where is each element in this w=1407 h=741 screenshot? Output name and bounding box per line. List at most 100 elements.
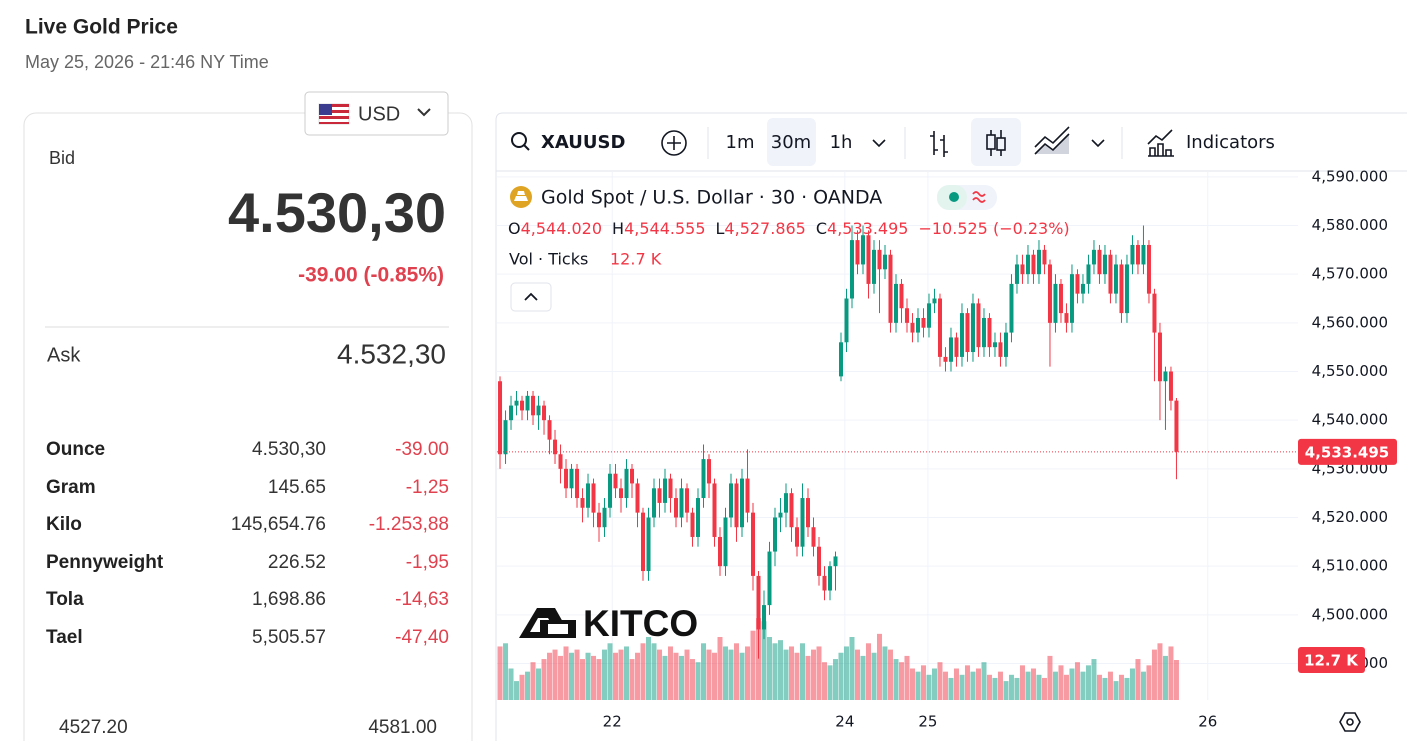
candle-body xyxy=(877,249,882,270)
volume-bar xyxy=(975,668,981,700)
candle-body xyxy=(503,420,508,455)
volume-bar xyxy=(953,668,959,700)
volume-bar xyxy=(591,655,597,700)
bid-price: 4.530,30 xyxy=(228,181,446,244)
candle-body xyxy=(888,254,893,323)
settings-button[interactable] xyxy=(1339,712,1361,732)
volume-bar xyxy=(1102,677,1108,700)
candle-body xyxy=(641,512,646,572)
y-tick-label: 4,590.000 xyxy=(1312,167,1388,185)
volume-bar xyxy=(926,674,932,700)
candle-body xyxy=(1108,254,1113,294)
volume-bar xyxy=(662,655,668,700)
compare-button[interactable] xyxy=(661,130,687,156)
interval-button[interactable]: 30m xyxy=(771,132,811,153)
volume-bar xyxy=(750,630,756,700)
candle-body xyxy=(1036,249,1041,275)
candle-body xyxy=(943,356,948,362)
y-tick-label: 4,510.000 xyxy=(1312,557,1388,575)
unit-change: -14,63 xyxy=(395,589,449,610)
interval-button[interactable]: 1m xyxy=(726,132,755,153)
volume-bar xyxy=(986,674,992,700)
candle-body xyxy=(778,512,783,518)
volume-bar xyxy=(948,677,954,700)
volume-bar xyxy=(1036,674,1042,700)
volume-bar xyxy=(651,643,657,700)
candle-body xyxy=(926,303,931,328)
candle-body xyxy=(520,400,525,411)
bid-label: Bid xyxy=(49,148,75,168)
ohlc-change: −10.525 (−0.23%) xyxy=(918,219,1069,238)
collapse-legend[interactable] xyxy=(510,282,552,312)
bid-change: -39.00 (-0.85%) xyxy=(298,264,444,287)
volume-bar xyxy=(607,643,613,700)
volume-bar xyxy=(1085,665,1091,700)
currency-select[interactable]: USD xyxy=(304,91,449,136)
volume-bar xyxy=(794,652,800,700)
candle-body xyxy=(729,483,734,518)
candle-body xyxy=(712,483,717,537)
volume-bar xyxy=(1041,677,1047,700)
ohlc-legend: O4,544.020 H4,544.555 L4,527.865 C4,533.495… xyxy=(508,219,1070,238)
candle-body xyxy=(558,454,563,469)
volume-bar xyxy=(536,668,542,700)
volume-bar xyxy=(497,646,503,700)
volume-bar xyxy=(706,649,712,700)
volume-bar xyxy=(695,662,701,700)
candle-body xyxy=(547,420,552,440)
volume-bar xyxy=(766,637,772,700)
interval-menu[interactable] xyxy=(872,139,886,148)
candle-body xyxy=(745,478,750,513)
candle-body xyxy=(569,468,574,489)
candle-body xyxy=(553,439,558,455)
unit-price: 145,654.76 xyxy=(231,514,326,535)
candle-body xyxy=(948,337,953,362)
candle-style-button[interactable] xyxy=(986,130,1006,156)
candle-body xyxy=(740,478,745,528)
symbol[interactable]: XAUUSD xyxy=(541,132,625,153)
candle-body xyxy=(602,507,607,528)
bar-style-button[interactable] xyxy=(930,131,948,157)
interval-button[interactable]: 1h xyxy=(830,132,853,153)
volume-bar xyxy=(613,652,619,700)
style-menu[interactable] xyxy=(1091,139,1105,148)
candle-body xyxy=(987,317,992,348)
volume-bar xyxy=(1135,659,1141,700)
chevron xyxy=(417,108,431,117)
candle-body xyxy=(536,405,541,416)
candle-body xyxy=(937,298,942,357)
volume-bar xyxy=(876,633,882,700)
volume-bar xyxy=(745,646,751,700)
volume-bar xyxy=(920,665,926,700)
grid: 4,490.0004,500.0004,510.0004,520.0004,53… xyxy=(497,167,1388,731)
candle-body xyxy=(723,517,728,567)
indicators-label[interactable]: Indicators xyxy=(1186,132,1275,153)
candle-body xyxy=(1003,332,1008,357)
candle-body xyxy=(794,527,799,547)
volume-bar xyxy=(1008,674,1014,700)
volume-bar xyxy=(563,646,569,700)
currency-label[interactable]: USD xyxy=(358,103,400,125)
ohlc-value: 4,527.865 xyxy=(724,219,805,238)
candle-body xyxy=(981,317,986,348)
symbol-search[interactable]: XAUUSD xyxy=(511,132,625,153)
area-style-button[interactable] xyxy=(1034,126,1070,155)
candle-body xyxy=(932,298,937,304)
candle-body xyxy=(1113,264,1118,294)
volume-bar xyxy=(657,649,663,700)
volume-bar xyxy=(992,677,998,700)
unit-change: -47,40 xyxy=(395,627,449,648)
volume-bar xyxy=(558,655,564,700)
volume-bar xyxy=(1129,668,1135,700)
ohlc-value: 4,544.555 xyxy=(624,219,705,238)
volume-badge-label: 12.7 K xyxy=(1304,652,1359,670)
unit-price: 5,505.57 xyxy=(252,627,326,648)
range-high: 4581.00 xyxy=(368,717,437,738)
candle-body xyxy=(1064,313,1069,323)
volume-bar xyxy=(723,646,729,700)
candle-body xyxy=(1053,283,1058,323)
candle-body xyxy=(998,342,1003,357)
volume-badge xyxy=(1298,647,1365,673)
candle-body xyxy=(1146,244,1151,294)
indicators-button[interactable]: Indicators xyxy=(1147,129,1275,157)
